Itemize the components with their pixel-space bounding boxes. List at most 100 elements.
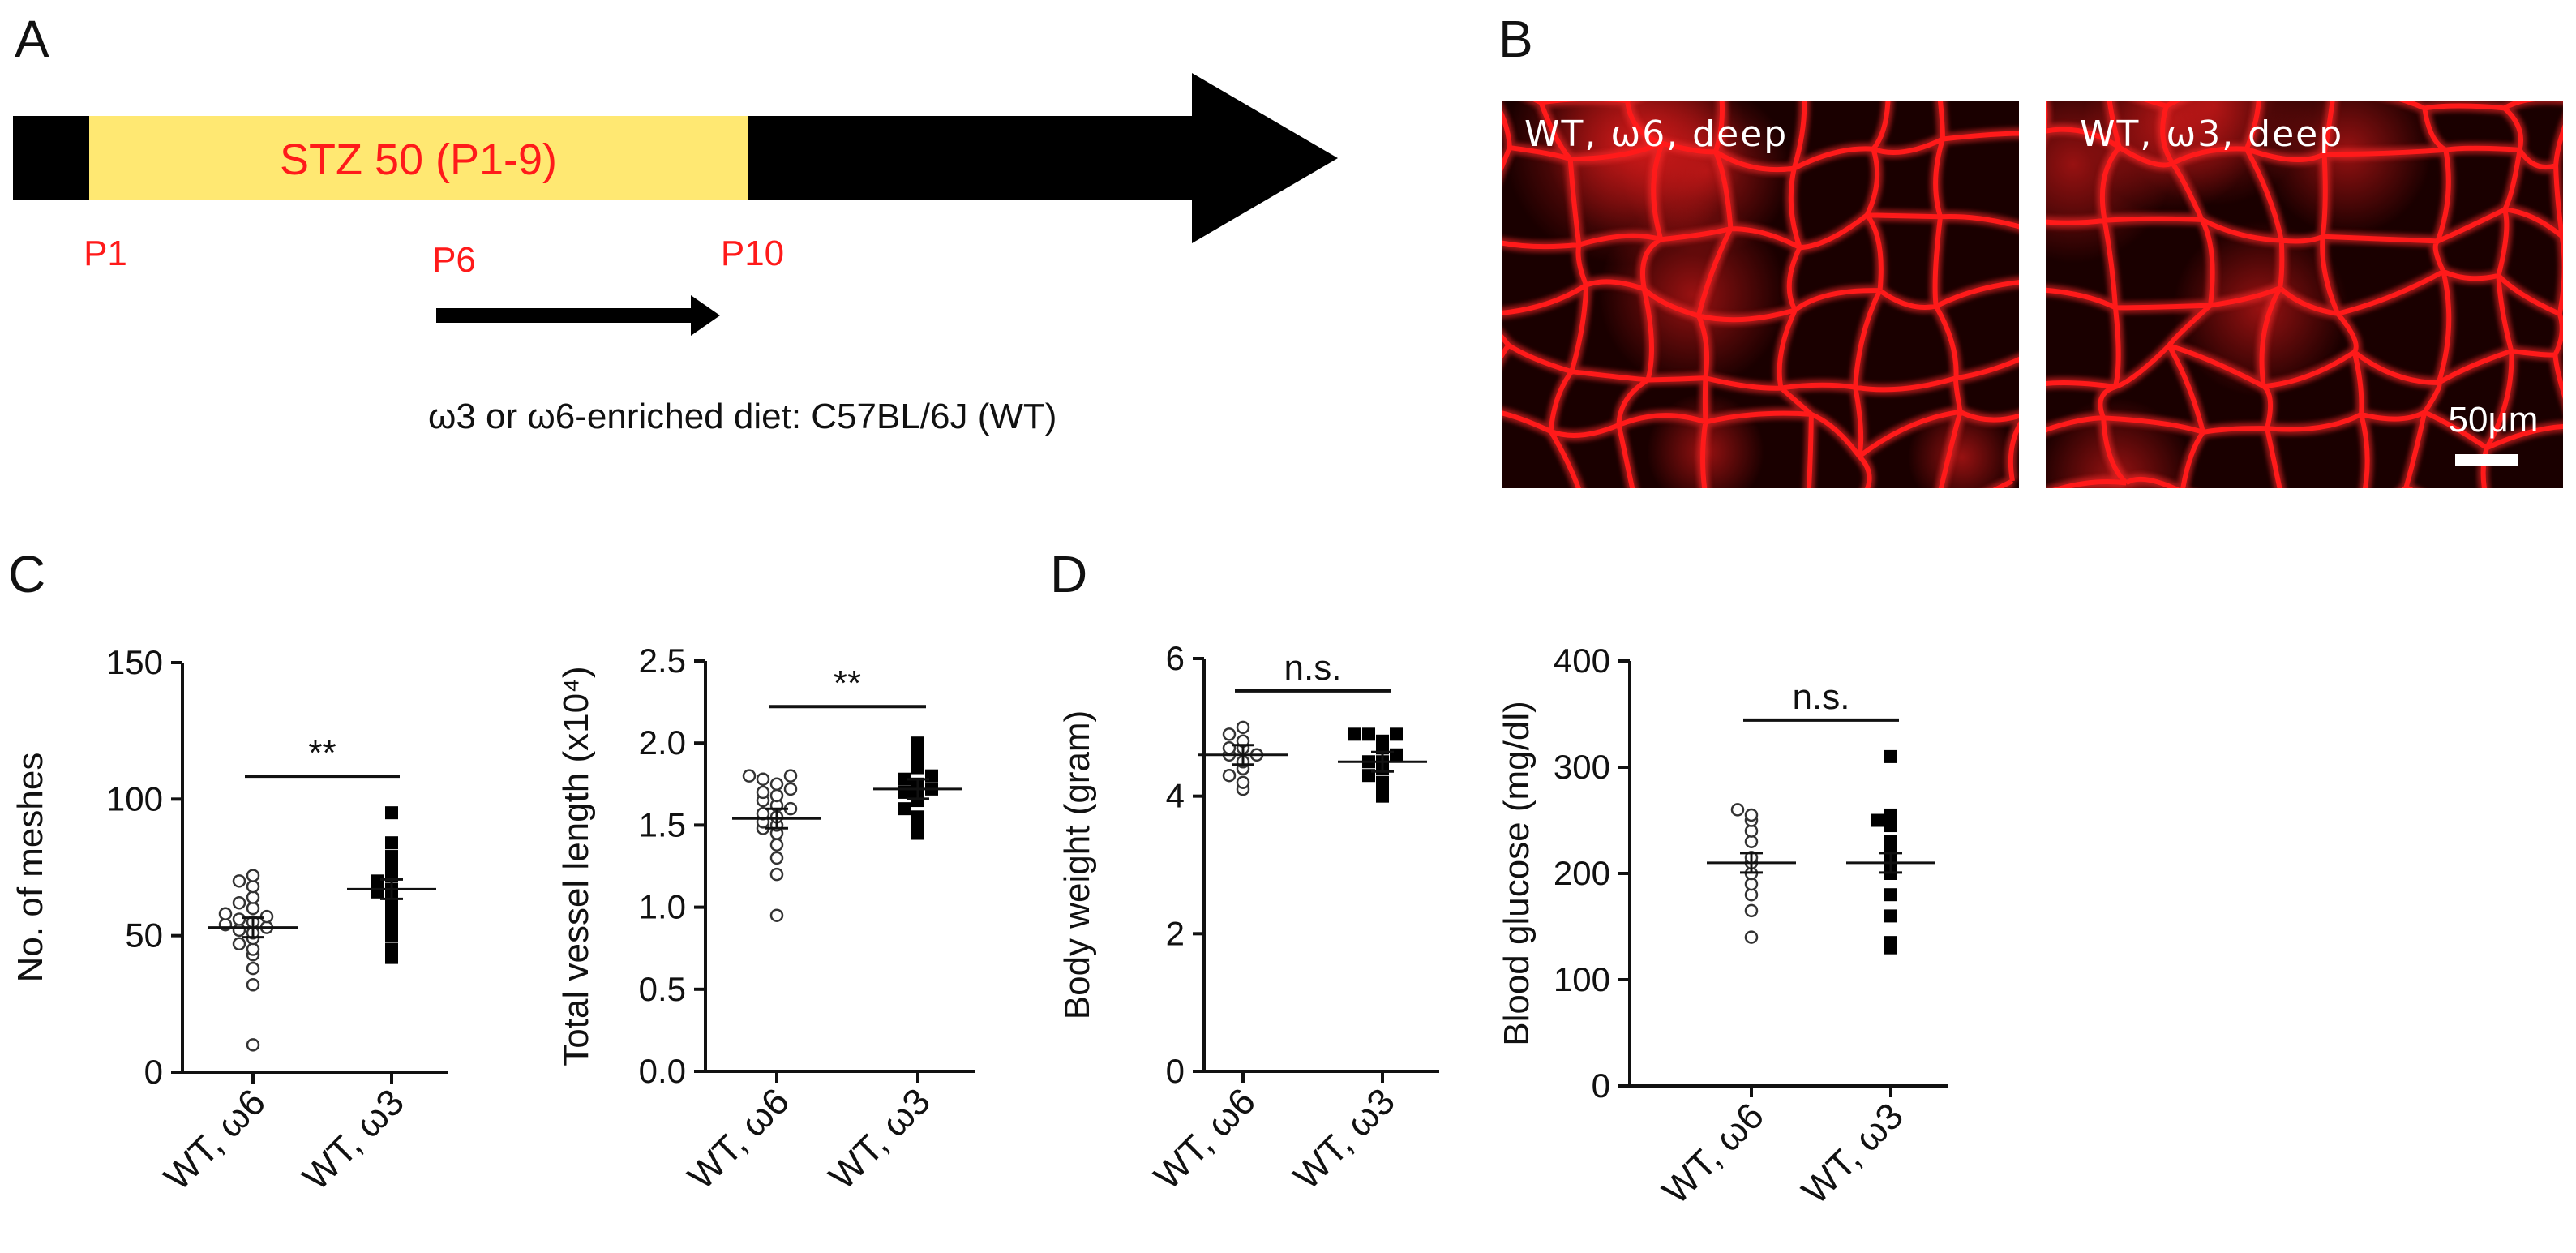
data-point-omega6: [246, 869, 260, 882]
data-point-omega6: [1744, 903, 1759, 918]
y-tick-label: 1.0: [639, 888, 686, 926]
y-tick-label: 200: [1554, 854, 1610, 892]
category-label: WT, ω6: [156, 1080, 273, 1198]
data-point-omega3: [911, 736, 924, 750]
data-point-omega3: [385, 918, 398, 932]
data-point-omega3: [1884, 909, 1897, 923]
scale-bar: [2455, 454, 2518, 466]
data-point-omega6: [769, 788, 784, 803]
y-tick-label: 100: [106, 779, 163, 817]
significance-label: **: [834, 663, 861, 703]
data-point-omega3: [1884, 888, 1897, 902]
y-tick-label: 50: [125, 916, 163, 955]
micrograph-omega6-label: WT, ω6, deep: [1524, 114, 1788, 155]
vessel-length-chart: 0.0 0.5 1.0 1.5 2.0 2.5 Total vessel length (x…: [556, 642, 975, 1198]
data-point-omega3: [1884, 936, 1897, 950]
y-tick-label: 300: [1554, 748, 1610, 786]
y-tick-label: 0: [1592, 1066, 1610, 1105]
panel-b: B WT, ω6, deep WT, ω3, deep 50μm: [1498, 10, 2563, 488]
data-point-omega3: [898, 785, 911, 799]
data-point-omega6: [232, 923, 246, 938]
data-point-omega3: [1390, 748, 1403, 762]
data-point-omega3: [1348, 727, 1361, 741]
data-point-omega6: [232, 912, 246, 926]
timepoint-p6: P6: [432, 240, 476, 280]
tissue-glow: [2262, 101, 2432, 236]
vessel-network: [2046, 101, 2563, 488]
treatment-label: STZ 50 (P1-9): [280, 135, 557, 184]
data-point-omega6: [769, 777, 784, 792]
data-point-omega3: [385, 836, 398, 850]
meshes-chart: 0 50 100 150 No. of meshes WT, ω6 WT, ω3 **: [11, 643, 448, 1199]
y-tick-label: 6: [1166, 639, 1185, 677]
y-tick-label: 0: [144, 1053, 163, 1091]
micrograph-omega3-label: WT, ω3, deep: [2080, 114, 2343, 155]
panel-letter-a: A: [15, 10, 49, 68]
y-axis-label: No. of meshes: [11, 753, 50, 983]
category-label: WT, ω3: [294, 1080, 412, 1198]
data-point-omega6: [232, 896, 246, 910]
data-point-omega6: [218, 917, 233, 932]
timepoint-p10: P10: [721, 234, 784, 273]
diet-caption: ω3 or ω6-enriched diet: C57BL/6J (WT): [428, 397, 1057, 436]
data-point-omega6: [742, 769, 757, 783]
category-label: WT, ω6: [1146, 1079, 1263, 1197]
data-point-omega3: [385, 942, 398, 956]
data-point-omega6: [769, 867, 784, 882]
scale-bar-label: 50μm: [2449, 400, 2539, 440]
panel-a: A STZ 50 (P1-9) P1 P6 P10 ω3 or ω6-enric…: [13, 10, 1338, 436]
data-point-omega6: [769, 908, 784, 922]
data-point-omega3: [371, 874, 384, 888]
data-point-omega3: [1376, 734, 1389, 748]
y-tick-label: 0: [1166, 1052, 1185, 1090]
data-point-omega6: [246, 879, 260, 894]
treatment-period-bar: [89, 116, 748, 200]
data-point-omega6: [783, 769, 798, 783]
significance-label: n.s.: [1284, 648, 1342, 688]
category-label: WT, ω6: [1654, 1094, 1772, 1212]
panel-letter-b: B: [1498, 10, 1533, 68]
y-tick-label: 100: [1554, 960, 1610, 998]
y-tick-label: 4: [1166, 777, 1185, 815]
data-point-omega3: [1376, 775, 1389, 789]
y-tick-label: 2.5: [639, 642, 686, 680]
data-point-omega6: [756, 772, 770, 786]
data-point-omega3: [898, 802, 911, 816]
data-point-omega6: [1222, 768, 1237, 783]
diet-arrow-head: [691, 295, 720, 336]
data-point-omega3: [1884, 749, 1897, 763]
data-point-omega3: [385, 929, 398, 942]
micrograph-omega3: WT, ω3, deep 50μm: [2046, 101, 2563, 488]
data-point-omega3: [911, 810, 924, 824]
y-axis-label: Blood glucose (mg/dl): [1497, 701, 1537, 1046]
data-point-omega6: [246, 942, 260, 956]
data-point-omega6: [232, 874, 246, 888]
category-label: WT, ω3: [821, 1079, 938, 1197]
data-point-omega6: [1236, 720, 1250, 735]
category-label: WT, ω6: [679, 1079, 797, 1197]
data-point-omega3: [1884, 835, 1897, 848]
data-point-omega6: [769, 838, 784, 852]
timeline-arrowhead: [1192, 73, 1338, 243]
y-tick-label: 0.0: [639, 1052, 686, 1090]
data-point-omega6: [246, 890, 260, 904]
y-tick-label: 400: [1554, 642, 1610, 680]
panel-letter-d: D: [1050, 545, 1087, 603]
timepoint-p1: P1: [84, 234, 127, 273]
data-point-omega6: [246, 961, 260, 976]
data-point-omega3: [385, 850, 398, 864]
data-point-omega6: [1744, 808, 1759, 822]
y-tick-label: 0.5: [639, 970, 686, 1008]
data-point-omega6: [1744, 930, 1759, 944]
diet-arrow-shaft: [436, 308, 696, 323]
data-point-omega3: [1884, 808, 1897, 822]
data-point-omega6: [769, 851, 784, 865]
data-point-omega3: [898, 772, 911, 786]
vessel-network: [1502, 101, 2019, 488]
y-tick-label: 1.5: [639, 805, 686, 843]
data-point-omega6: [246, 901, 260, 916]
data-point-omega6: [246, 1038, 260, 1052]
data-point-omega3: [385, 907, 398, 920]
tissue-glow: [1545, 101, 1748, 242]
